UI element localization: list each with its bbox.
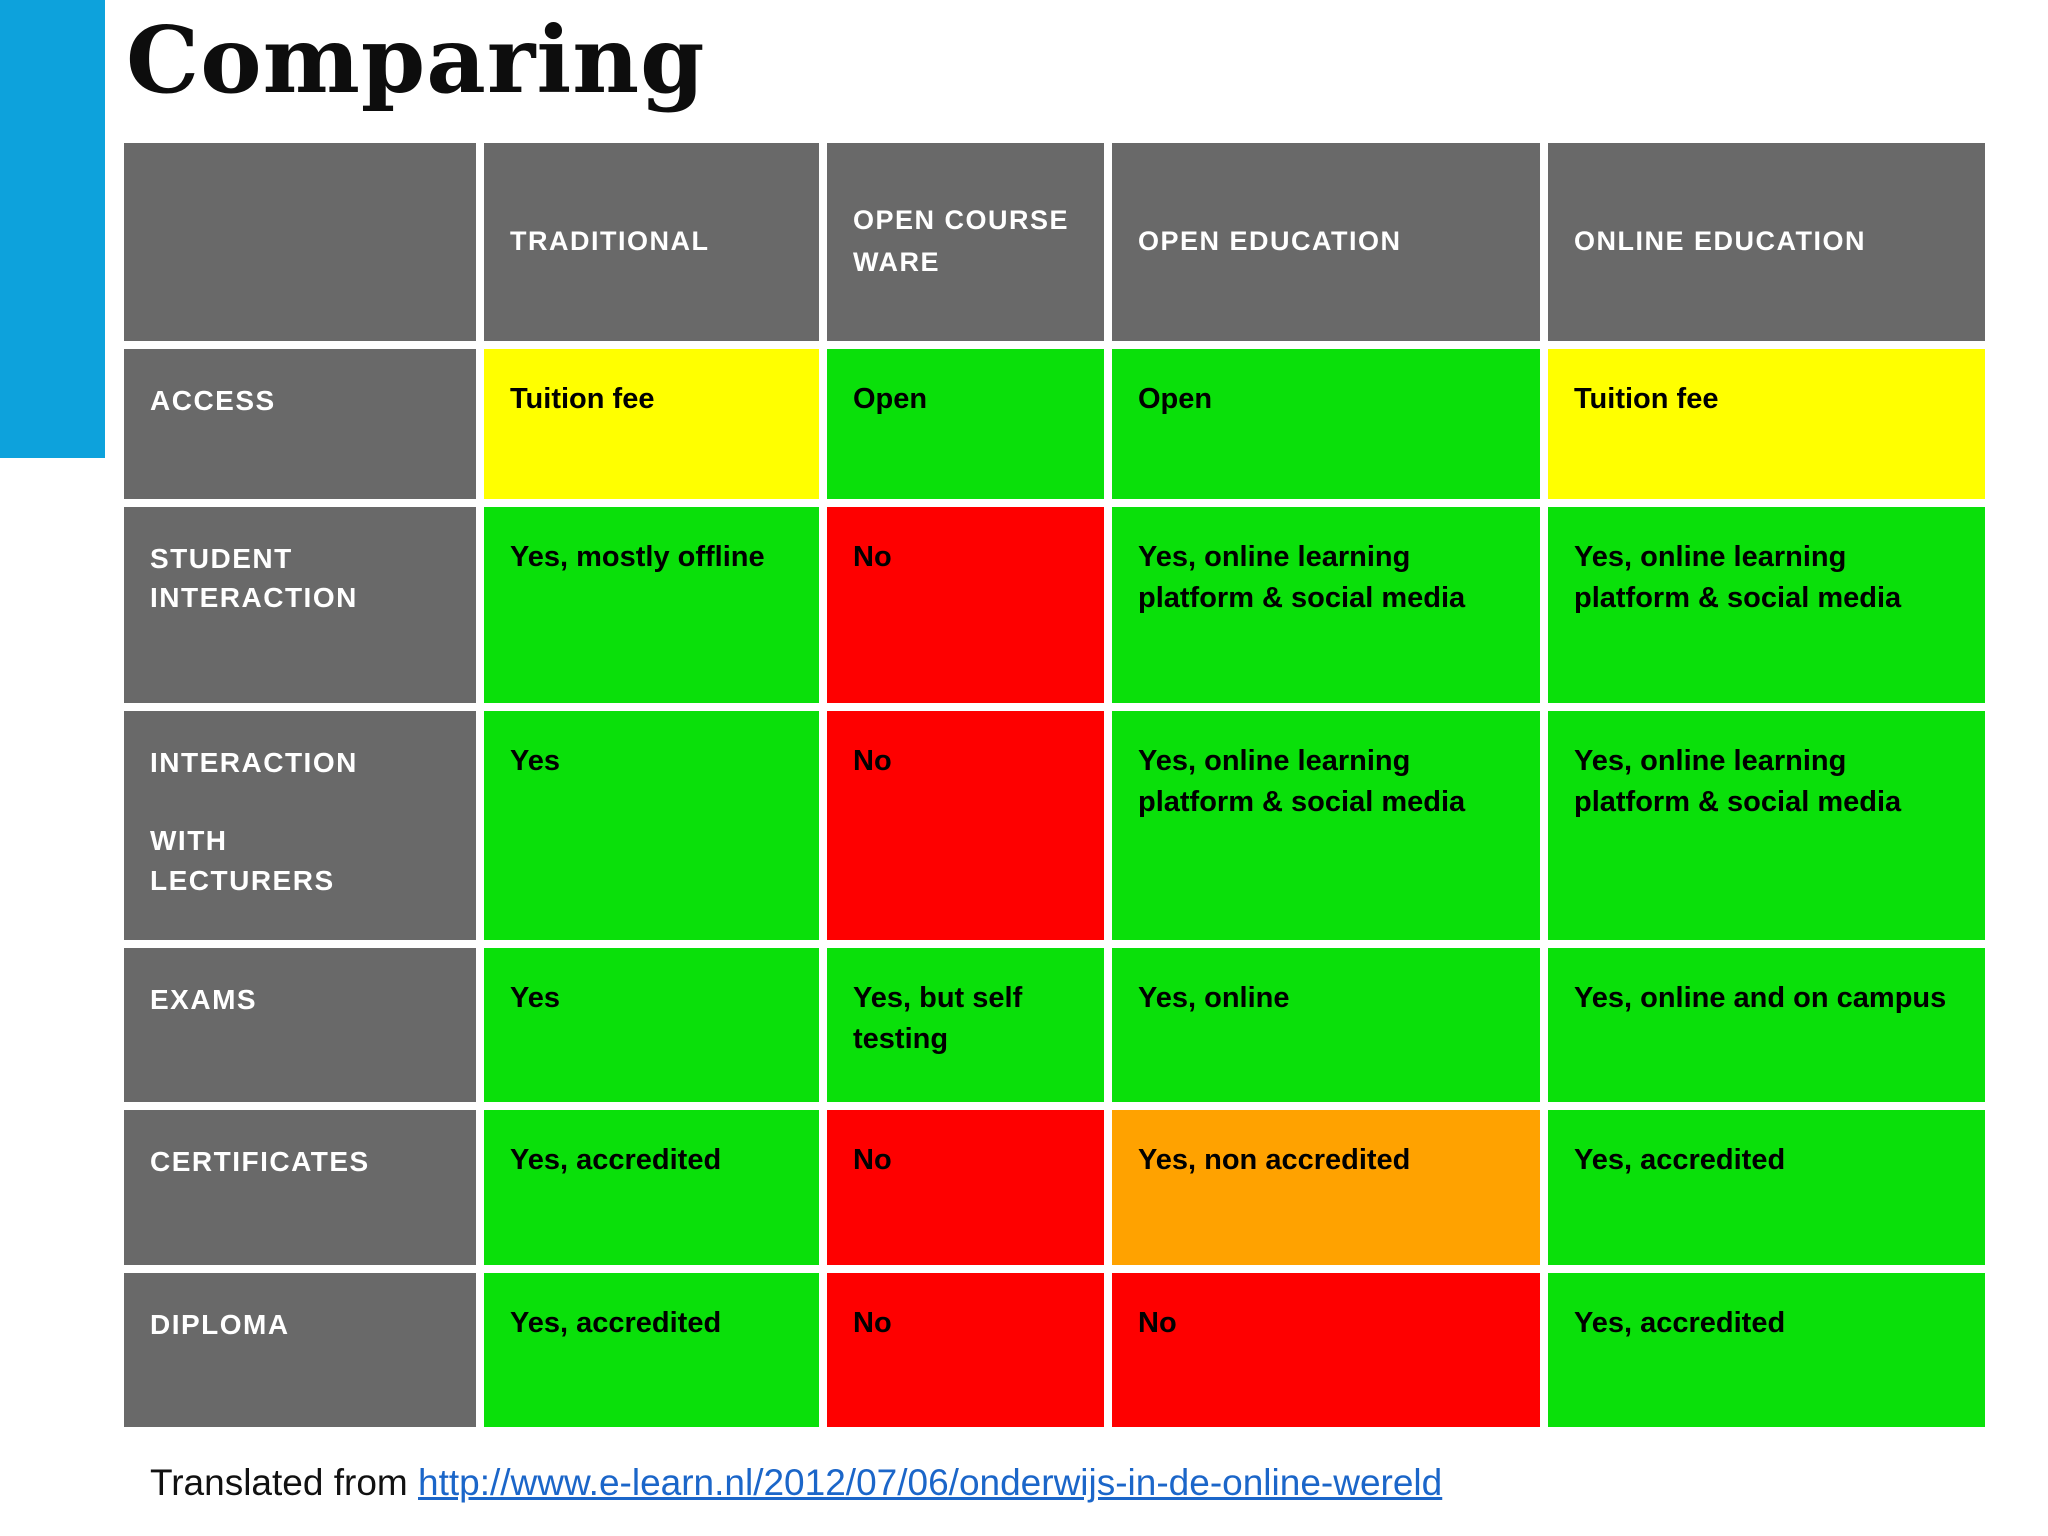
table-cell: Yes, accredited bbox=[484, 1273, 819, 1427]
table-cell: Yes, online learning platform & social m… bbox=[1112, 507, 1540, 703]
table-cell: No bbox=[827, 1110, 1104, 1265]
row-header-exams: EXAMS bbox=[124, 948, 476, 1102]
row-header-access: ACCESS bbox=[124, 349, 476, 499]
row-header-interaction-with-lecturers: INTERACTION WITH LECTURERS bbox=[124, 711, 476, 940]
table-cell: Yes, accredited bbox=[1548, 1110, 1985, 1265]
table-cell: Open bbox=[1112, 349, 1540, 499]
row-header-diploma: DIPLOMA bbox=[124, 1273, 476, 1427]
column-header-traditional: TRADITIONAL bbox=[484, 143, 819, 341]
table-cell: Yes, online and on campus bbox=[1548, 948, 1985, 1102]
column-header-online-education: ONLINE EDUCATION bbox=[1548, 143, 1985, 341]
table-cell: Open bbox=[827, 349, 1104, 499]
table-cell: Yes, online learning platform & social m… bbox=[1548, 507, 1985, 703]
table-cell: Tuition fee bbox=[484, 349, 819, 499]
table-cell: Yes, online learning platform & social m… bbox=[1112, 711, 1540, 940]
source-link[interactable]: http://www.e-learn.nl/2012/07/06/onderwi… bbox=[418, 1462, 1443, 1503]
column-header-open-course-ware: OPEN COURSE WARE bbox=[827, 143, 1104, 341]
table-cell: Yes, accredited bbox=[1548, 1273, 1985, 1427]
corner-header-cell bbox=[124, 143, 476, 341]
table-cell: No bbox=[827, 507, 1104, 703]
table-cell: Yes, but self testing bbox=[827, 948, 1104, 1102]
comparison-table: TRADITIONAL OPEN COURSE WARE OPEN EDUCAT… bbox=[124, 143, 1985, 1427]
row-header-certificates: CERTIFICATES bbox=[124, 1110, 476, 1265]
table-cell: Yes, mostly offline bbox=[484, 507, 819, 703]
table-cell: Tuition fee bbox=[1548, 349, 1985, 499]
table-cell: Yes, online bbox=[1112, 948, 1540, 1102]
column-header-open-education: OPEN EDUCATION bbox=[1112, 143, 1540, 341]
table-cell: No bbox=[827, 1273, 1104, 1427]
table-cell: No bbox=[827, 711, 1104, 940]
table-cell: Yes bbox=[484, 948, 819, 1102]
table-cell: Yes bbox=[484, 711, 819, 940]
page-title: Comparing bbox=[126, 6, 706, 114]
footer-prefix: Translated from bbox=[150, 1462, 418, 1503]
row-header-student-interaction: STUDENT INTERACTION bbox=[124, 507, 476, 703]
accent-bar bbox=[0, 0, 105, 458]
table-cell: Yes, non accredited bbox=[1112, 1110, 1540, 1265]
table-cell: Yes, accredited bbox=[484, 1110, 819, 1265]
table-cell: No bbox=[1112, 1273, 1540, 1427]
footer-text: Translated from http://www.e-learn.nl/20… bbox=[150, 1462, 1442, 1504]
table-cell: Yes, online learning platform & social m… bbox=[1548, 711, 1985, 940]
